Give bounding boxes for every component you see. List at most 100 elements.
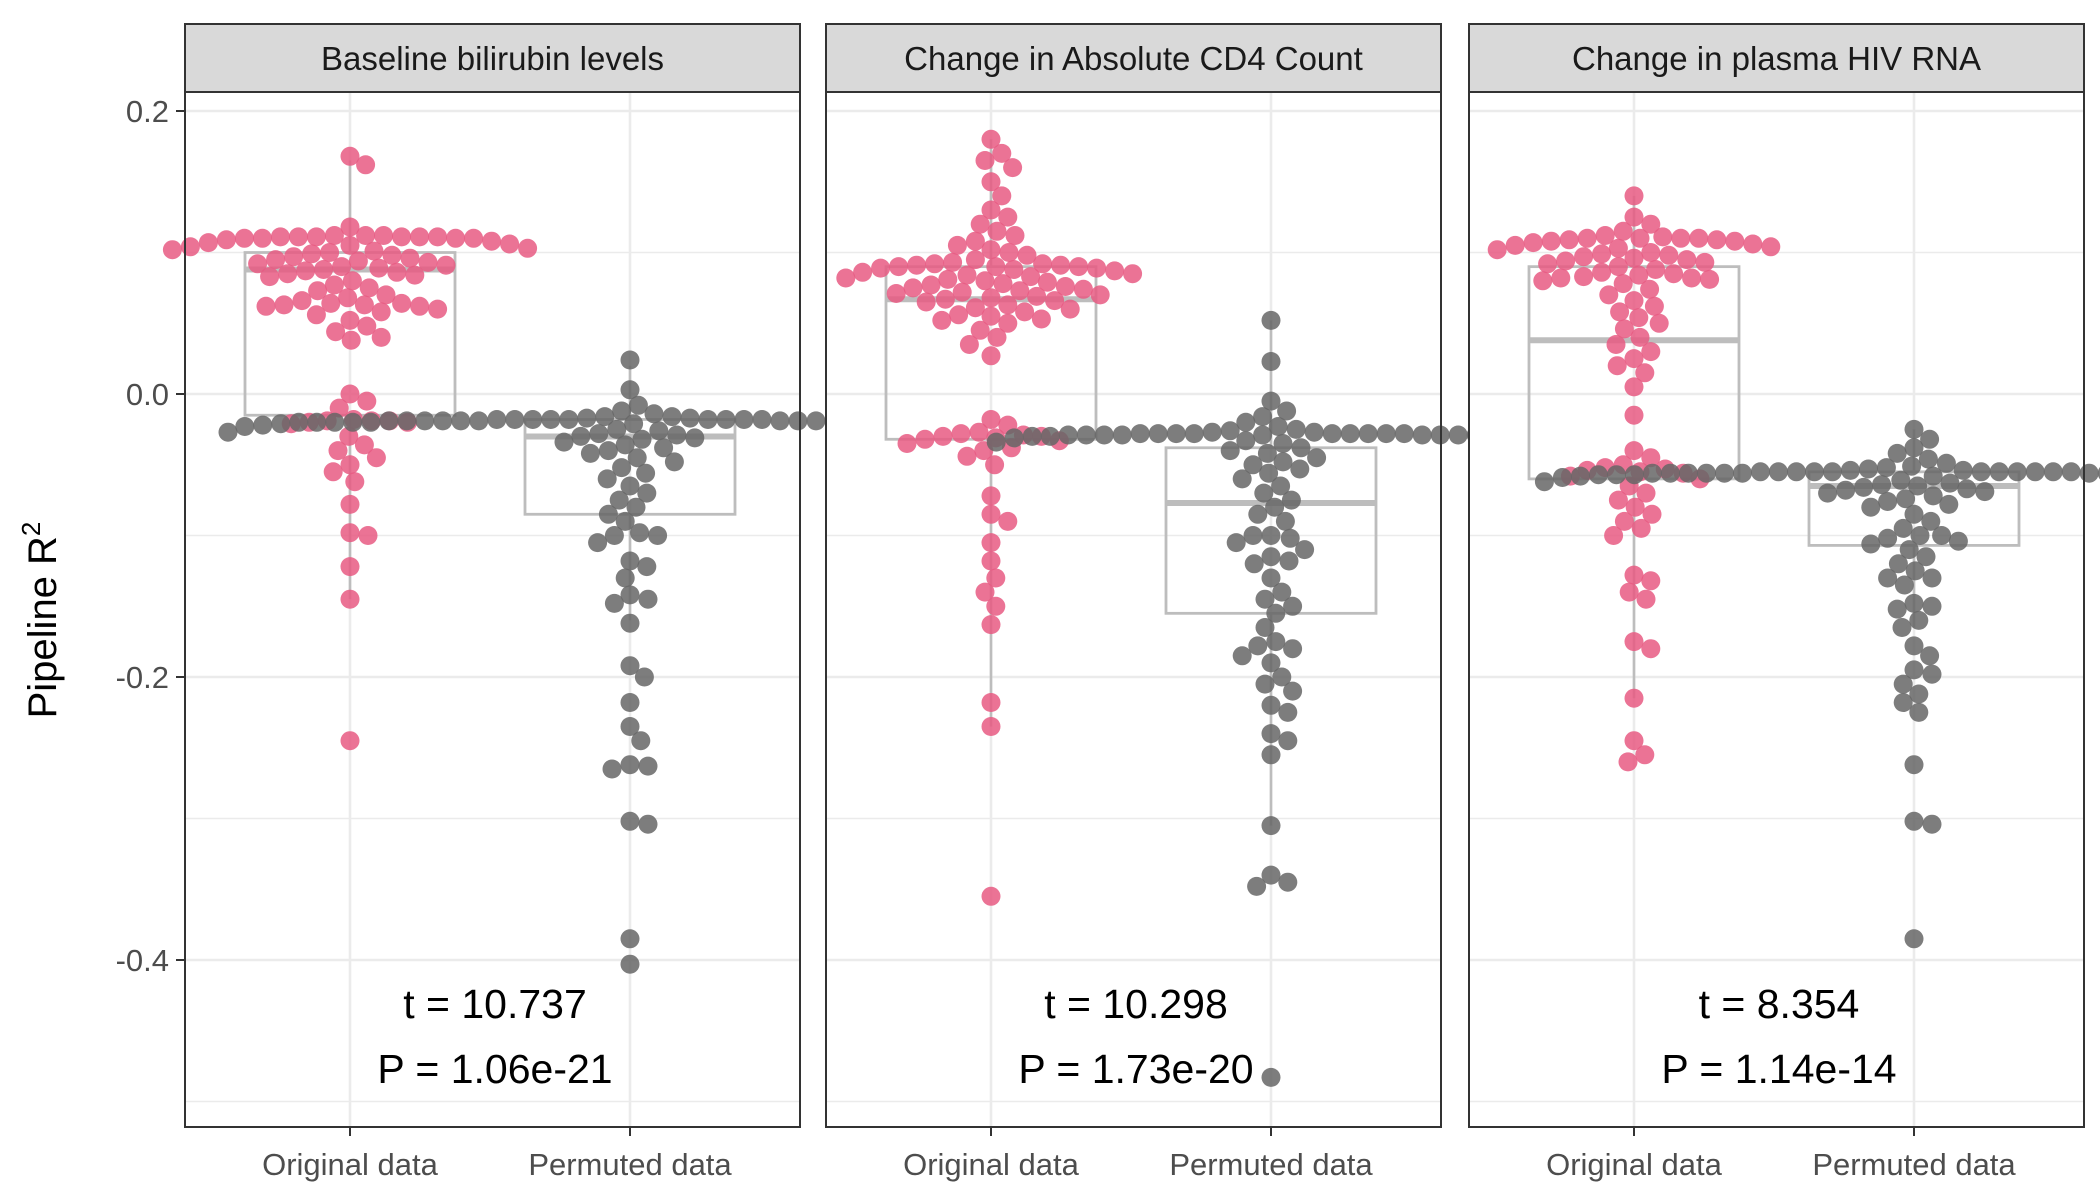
data-point — [1005, 226, 1025, 245]
x-tick-label: Original data — [1546, 1147, 1723, 1182]
data-point — [1878, 528, 1898, 548]
data-point — [1916, 547, 1936, 567]
data-point — [342, 271, 362, 291]
data-point — [1854, 477, 1874, 497]
data-point — [620, 929, 640, 949]
data-point — [1290, 459, 1310, 479]
data-point — [620, 585, 640, 605]
data-point — [1922, 664, 1942, 684]
data-point — [1624, 688, 1644, 708]
y-tick-label: 0.2 — [126, 94, 169, 129]
data-point — [340, 523, 360, 543]
data-point — [1261, 391, 1281, 411]
data-point — [1607, 356, 1627, 376]
data-point — [340, 235, 360, 255]
x-tick-label: Original data — [903, 1147, 1080, 1182]
data-point — [1786, 462, 1806, 482]
y-axis-title-text: Pipeline R — [21, 536, 65, 718]
data-point — [361, 412, 381, 432]
data-point — [1707, 230, 1727, 250]
data-point — [410, 227, 430, 247]
data-point — [1552, 468, 1572, 487]
data-point — [374, 226, 394, 245]
data-point — [1714, 463, 1734, 483]
data-point — [1893, 518, 1913, 538]
data-point — [1281, 490, 1301, 510]
data-point — [1058, 425, 1078, 445]
data-point — [698, 410, 718, 429]
data-point — [986, 432, 1006, 452]
data-point — [981, 410, 1001, 429]
data-point — [1624, 349, 1644, 369]
data-point — [1166, 424, 1186, 444]
data-point — [992, 186, 1012, 206]
data-point — [270, 227, 290, 247]
data-point — [1087, 258, 1107, 278]
data-point — [1248, 636, 1268, 656]
data-point — [943, 252, 963, 272]
data-point — [1905, 561, 1925, 581]
data-point — [1273, 452, 1293, 472]
data-point — [957, 265, 977, 285]
data-point — [1989, 462, 2009, 482]
data-point — [216, 230, 236, 250]
data-point — [620, 551, 640, 571]
data-point — [1261, 816, 1281, 836]
data-point — [418, 252, 438, 272]
data-point — [1624, 405, 1644, 425]
data-point — [1283, 596, 1303, 616]
data-point — [1904, 593, 1924, 613]
data-point — [1604, 526, 1624, 545]
data-point — [1613, 274, 1633, 294]
data-point — [1277, 401, 1297, 421]
data-point — [541, 410, 561, 429]
data-point — [1909, 702, 1929, 722]
y-tick-label: -0.2 — [116, 660, 169, 695]
data-point — [364, 241, 384, 261]
data-point — [1055, 277, 1075, 296]
data-point — [1278, 702, 1298, 722]
data-point — [326, 322, 346, 342]
data-point — [1613, 221, 1633, 241]
data-point — [1559, 230, 1579, 250]
data-point — [487, 410, 507, 429]
data-point — [1570, 466, 1590, 486]
data-point — [1660, 463, 1680, 483]
data-point — [1909, 684, 1929, 704]
data-point — [1922, 568, 1942, 588]
data-point — [981, 129, 1001, 149]
facet-panel: Change in Absolute CD4 Count t = 10.298 P … — [825, 23, 1557, 1182]
data-point — [1836, 480, 1856, 500]
data-point — [620, 693, 640, 712]
data-point — [612, 458, 632, 478]
facet-panel: Baseline bilirubin levels t = 10.737 P = 1… — [162, 23, 1042, 1182]
data-point — [1278, 872, 1298, 892]
facet-title: Baseline bilirubin levels — [321, 40, 664, 77]
data-point — [433, 411, 453, 431]
data-point — [1273, 434, 1293, 453]
data-point — [1641, 342, 1661, 362]
data-point — [1671, 228, 1691, 248]
data-point — [1624, 186, 1644, 206]
data-point — [915, 429, 935, 449]
data-point — [1878, 492, 1898, 511]
data-point — [1265, 497, 1285, 517]
data-point — [1948, 531, 1968, 551]
p-value-label: P = 1.06e-21 — [377, 1046, 612, 1092]
data-point — [357, 391, 377, 411]
data-point — [986, 568, 1006, 588]
data-point — [359, 278, 379, 298]
data-point — [428, 299, 448, 319]
data-point — [1304, 422, 1324, 442]
data-point — [987, 327, 1007, 347]
data-point — [1010, 281, 1030, 301]
data-point — [2097, 467, 2100, 480]
data-point — [981, 551, 1001, 571]
data-point — [436, 255, 456, 275]
data-point — [1904, 438, 1924, 458]
data-point — [1487, 240, 1507, 260]
data-point — [1910, 526, 1930, 545]
data-point — [638, 589, 658, 609]
data-point — [604, 526, 624, 545]
data-point — [1909, 610, 1929, 630]
